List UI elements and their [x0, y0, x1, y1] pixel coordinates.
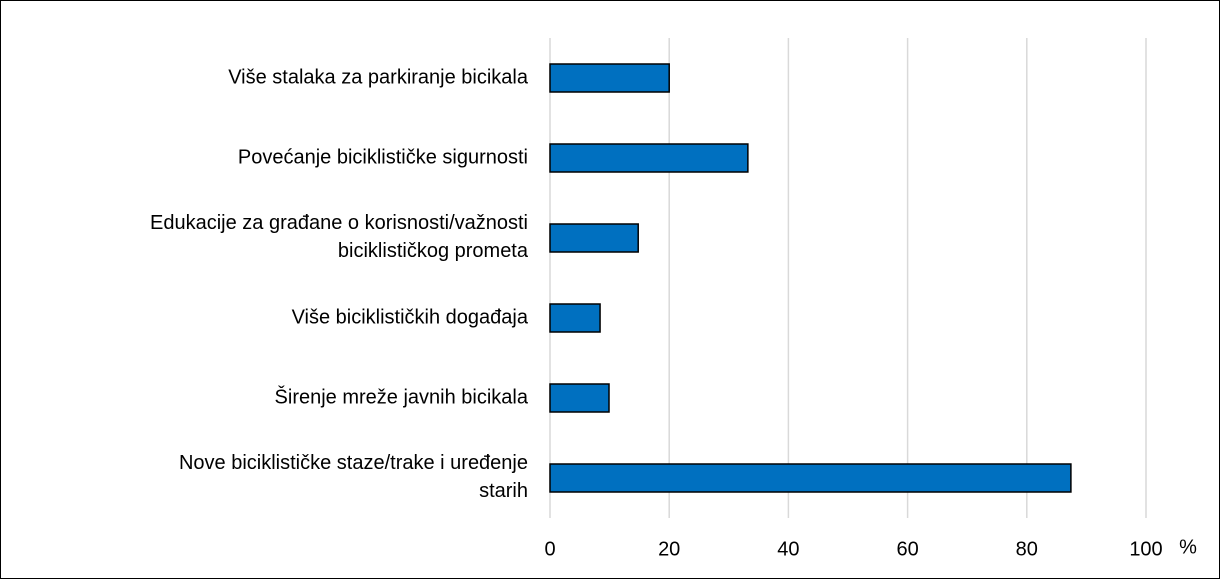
bar [549, 143, 749, 173]
bar [549, 303, 601, 333]
x-tick-label: 0 [544, 538, 555, 560]
y-tick-label: Povećanje biciklističke sigurnosti [238, 146, 528, 168]
bar [549, 383, 610, 413]
x-axis-label: % [1179, 536, 1197, 558]
x-tick-label: 40 [777, 538, 799, 560]
bar [549, 463, 1072, 493]
y-tick-label: Edukacije za građane o korisnosti/važnos… [150, 212, 529, 262]
x-tick-label: 60 [896, 538, 918, 560]
x-tick-label: 80 [1016, 538, 1038, 560]
x-tick-label: 100 [1129, 538, 1162, 560]
y-tick-label: Više stalaka za parkiranje bicikala [228, 66, 529, 88]
y-tick-label: Nove biciklističke staze/trake i uređenj… [179, 452, 528, 502]
x-tick-label: 20 [658, 538, 680, 560]
y-tick-label: Širenje mreže javnih bicikala [275, 385, 529, 408]
bar [549, 63, 670, 93]
bar [549, 223, 639, 253]
y-tick-label: Više biciklističkih događaja [292, 306, 529, 328]
